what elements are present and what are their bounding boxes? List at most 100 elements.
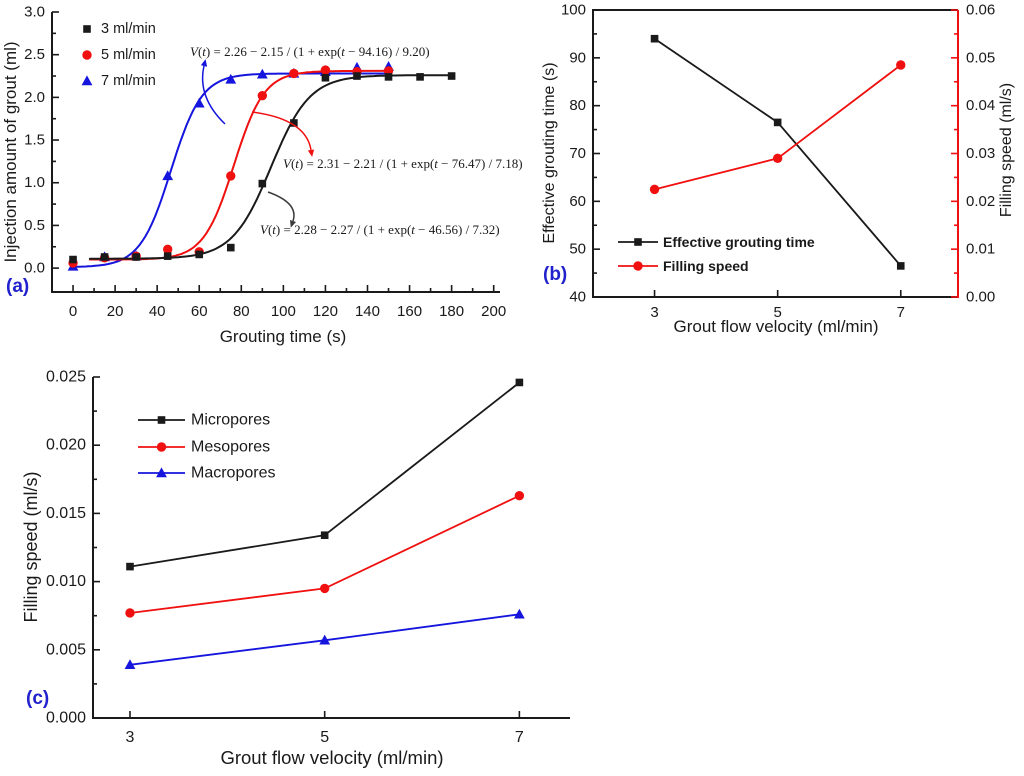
triangle-marker bbox=[193, 97, 205, 108]
arrowhead bbox=[289, 219, 297, 228]
x-tick-label: 120 bbox=[313, 303, 338, 320]
right-y-tick-label: 0.02 bbox=[966, 193, 995, 210]
y-tick-label: 70 bbox=[569, 145, 586, 162]
x-tick-label: 100 bbox=[271, 303, 296, 320]
series-effective-grouting-time bbox=[650, 34, 905, 270]
right-y-tick-label: 0.06 bbox=[966, 2, 995, 19]
legend-label: Filling speed bbox=[663, 258, 749, 274]
square-marker bbox=[69, 255, 77, 264]
square-marker bbox=[416, 73, 424, 81]
y-tick-label: 0.005 bbox=[46, 641, 86, 658]
x-axis-title: Grouting time (s) bbox=[220, 327, 347, 346]
y-axis-title: Effective grouting time (s) bbox=[541, 62, 558, 243]
legend-label: Micropores bbox=[191, 412, 270, 429]
square-marker bbox=[320, 531, 329, 540]
square-marker bbox=[226, 243, 235, 252]
square-marker bbox=[515, 378, 524, 387]
legend: Effective grouting time Filling speed bbox=[618, 234, 815, 274]
right-y-tick-label: 0.01 bbox=[966, 241, 995, 258]
axes: 3 5 7 40 50 60 70 80 90 100 0.00 0.01 0.02 0.03 0.04 0.… bbox=[561, 2, 995, 322]
arrowhead bbox=[307, 149, 315, 157]
x-tick-label: 5 bbox=[320, 729, 329, 746]
square-marker bbox=[321, 73, 330, 82]
x-tick-label: 180 bbox=[439, 303, 464, 320]
triangle-marker bbox=[156, 467, 167, 478]
circle-marker bbox=[82, 50, 92, 60]
y-axis-title: Injection amount of grout (ml) bbox=[1, 41, 20, 262]
fit-equation: V(t) = 2.28 − 2.27 / (1 + exp(t − 46.56)… bbox=[260, 222, 500, 237]
triangle-marker bbox=[513, 608, 525, 619]
y-tick-label: 0.5 bbox=[24, 217, 45, 234]
y-tick-label: 40 bbox=[569, 289, 586, 306]
square-marker bbox=[384, 73, 393, 81]
panel-a-injection-amount-chart: 0 20 40 60 80 100 120 140 160 180 200 0.0 0.5 1.0 1.5 2… bbox=[0, 0, 545, 360]
x-tick-label: 40 bbox=[149, 303, 166, 320]
legend-label: Mesopores bbox=[191, 439, 270, 456]
panel-b-label: (b) bbox=[543, 264, 568, 285]
x-tick-label: 3 bbox=[650, 304, 658, 321]
y-tick-label: 0.025 bbox=[46, 369, 86, 386]
x-tick-label: 7 bbox=[897, 304, 905, 321]
legend-label: Effective grouting time bbox=[663, 234, 815, 250]
y-tick-label: 3.0 bbox=[24, 4, 45, 21]
y-tick-label: 0.015 bbox=[46, 505, 86, 522]
circle-marker bbox=[514, 490, 525, 501]
x-tick-label: 20 bbox=[107, 303, 124, 320]
square-marker bbox=[773, 118, 782, 127]
axes: 3 5 7 0.000 0.005 0.010 0.015 0.020 0.025 bbox=[46, 369, 570, 746]
arrowhead bbox=[200, 59, 208, 67]
legend: Micropores Mesopores Macropores bbox=[138, 412, 275, 482]
circle-marker bbox=[289, 68, 299, 79]
square-marker bbox=[126, 562, 134, 571]
square-marker bbox=[163, 252, 172, 260]
right-y-tick-label: 0.03 bbox=[966, 145, 995, 162]
square-marker bbox=[896, 262, 905, 270]
y-tick-label: 0.0 bbox=[24, 260, 45, 277]
annotation-arrow bbox=[251, 111, 312, 151]
y-tick-label: 1.5 bbox=[24, 132, 45, 149]
triangle-marker bbox=[225, 73, 237, 84]
panel-a-label: (a) bbox=[6, 276, 30, 297]
series-line bbox=[653, 37, 902, 267]
square-marker bbox=[447, 72, 456, 80]
right-y-tick-label: 0.04 bbox=[966, 97, 995, 114]
x-axis-title: Grout flow velocity (ml/min) bbox=[220, 747, 443, 768]
circle-marker bbox=[319, 583, 330, 594]
legend-label: 3 ml/min bbox=[101, 21, 156, 37]
square-marker bbox=[83, 25, 91, 33]
panel-c-label: (c) bbox=[26, 688, 50, 709]
square-marker bbox=[157, 416, 166, 424]
circle-marker bbox=[896, 60, 906, 70]
x-axis-title: Grout flow velocity (ml/min) bbox=[674, 317, 879, 336]
chart-a-canvas: 0 20 40 60 80 100 120 140 160 180 200 0.0 0.5 1.0 1.5 2… bbox=[1, 4, 523, 347]
legend: 3 ml/min 5 ml/min 7 ml/min bbox=[81, 21, 156, 89]
triangle-marker bbox=[81, 75, 93, 86]
y-tick-label: 100 bbox=[561, 2, 586, 19]
y-tick-label: 2.0 bbox=[24, 89, 45, 106]
circle-marker bbox=[125, 608, 135, 618]
y-tick-label: 0.010 bbox=[46, 573, 86, 590]
circle-marker bbox=[320, 65, 331, 75]
series-micropores bbox=[126, 378, 524, 571]
series-line bbox=[653, 64, 902, 191]
x-tick-label: 140 bbox=[355, 303, 380, 320]
triangle-marker bbox=[162, 170, 174, 181]
panel-b-grouting-time-filling-speed-chart: 3 5 7 40 50 60 70 80 90 100 0.00 0.01 0.02 0.03 0.04 0.… bbox=[540, 0, 1024, 345]
square-marker bbox=[650, 34, 659, 43]
series-line bbox=[129, 494, 521, 614]
right-y-axis-title: Filling speed (ml/s) bbox=[998, 83, 1015, 217]
x-tick-label: 80 bbox=[233, 303, 250, 320]
x-tick-label: 0 bbox=[69, 303, 77, 320]
triangle-marker bbox=[124, 659, 136, 670]
legend-label: 5 ml/min bbox=[101, 47, 156, 63]
y-tick-label: 0.020 bbox=[46, 437, 86, 454]
x-tick-label: 160 bbox=[397, 303, 422, 320]
fit-equation: V(t) = 2.31 − 2.21 / (1 + exp(t − 76.47)… bbox=[283, 156, 523, 171]
annotation-arrow bbox=[267, 191, 295, 222]
y-tick-label: 1.0 bbox=[24, 174, 45, 191]
square-marker bbox=[195, 250, 204, 259]
x-tick-label: 5 bbox=[773, 304, 781, 321]
chart-c-canvas: 3 5 7 0.000 0.005 0.010 0.015 0.020 0.025 Grout f… bbox=[21, 369, 570, 768]
fit-equation: V(t) = 2.26 − 2.15 / (1 + exp(t − 94.16)… bbox=[190, 44, 430, 59]
